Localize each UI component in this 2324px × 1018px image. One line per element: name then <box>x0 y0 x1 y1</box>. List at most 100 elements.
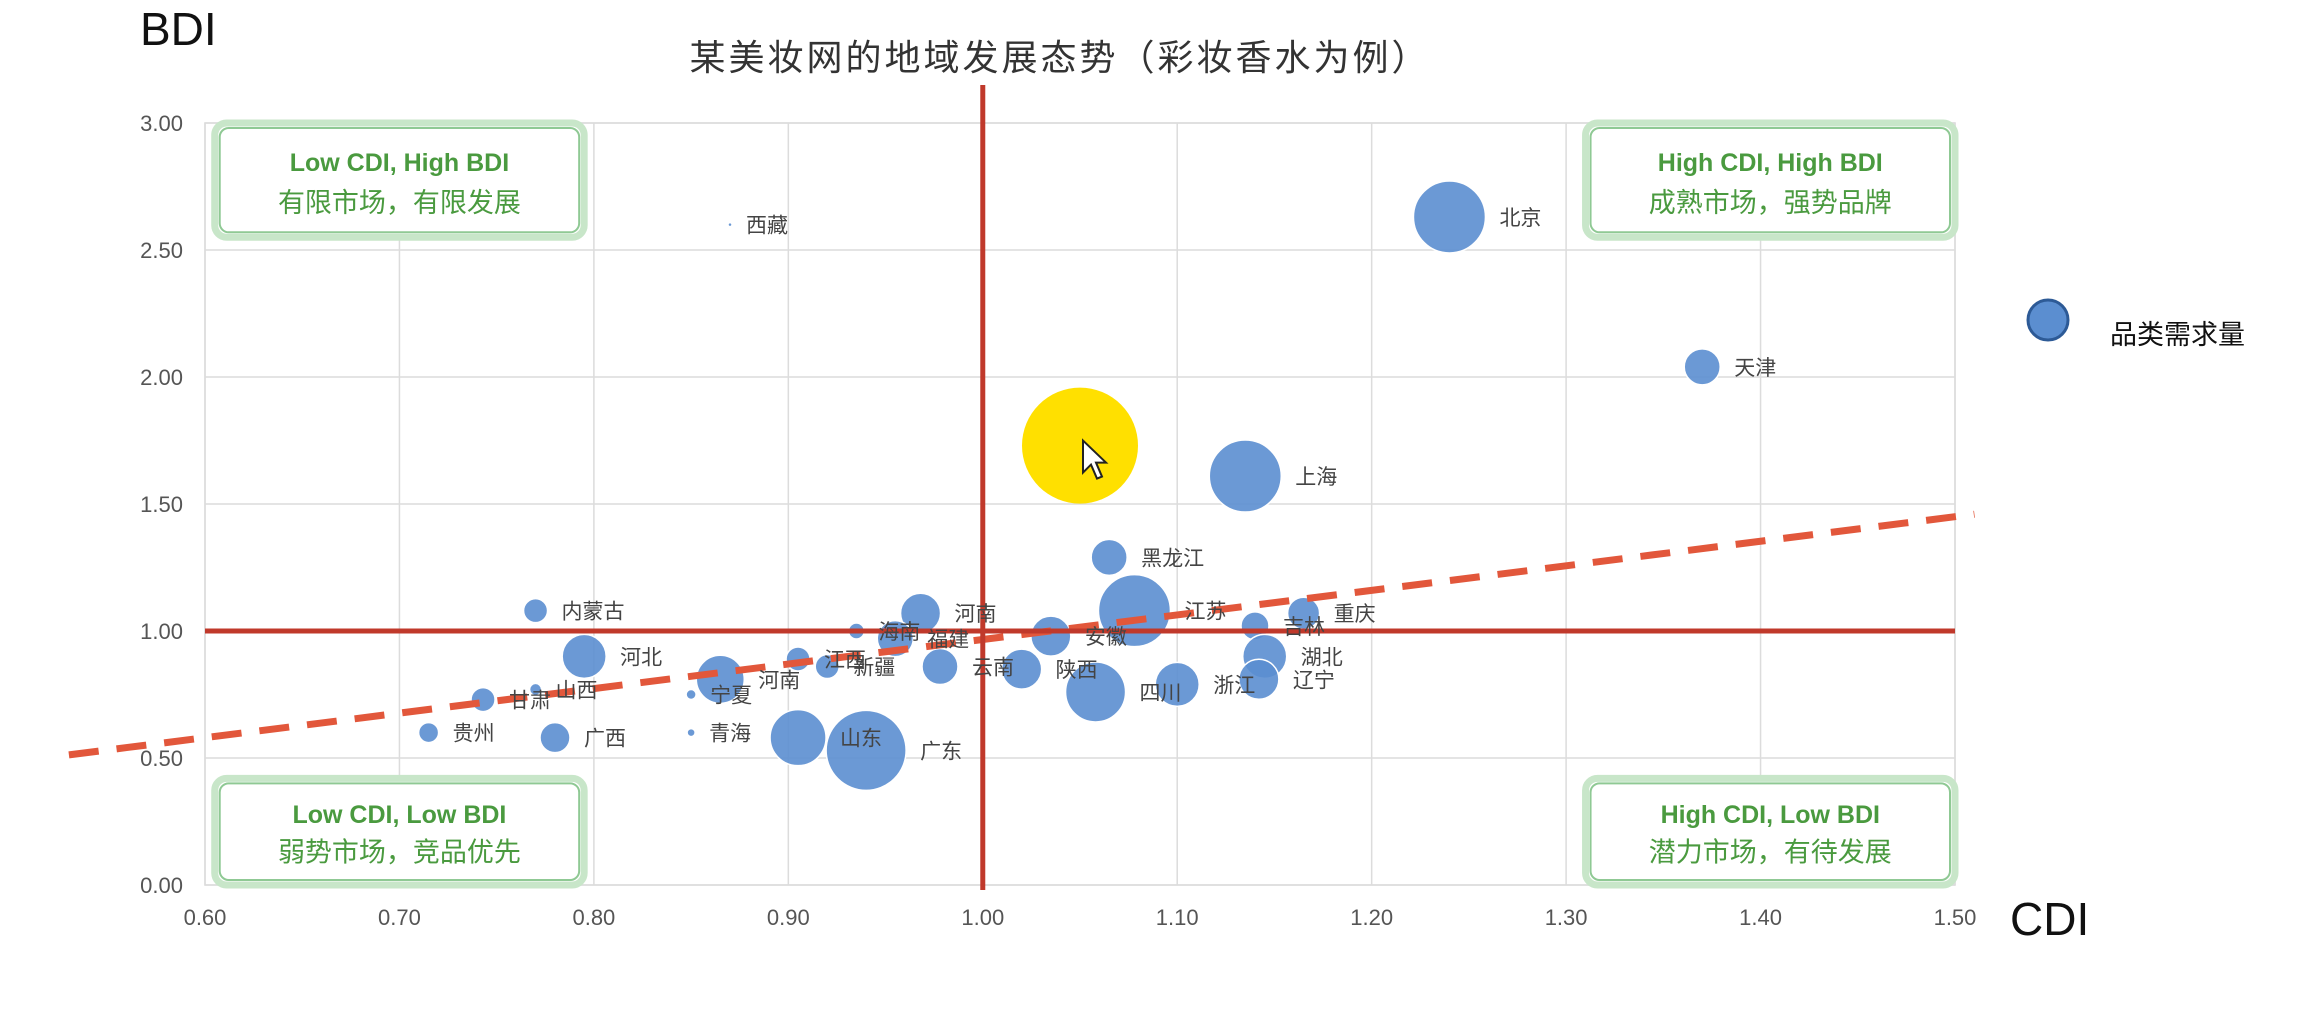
bubble-label: 黑龙江 <box>1141 546 1204 570</box>
bubble <box>685 688 697 701</box>
x-tick-label: 0.80 <box>572 905 615 930</box>
bubble <box>561 633 607 680</box>
quadrant-subtitle: 弱势市场，竞品优先 <box>278 838 521 869</box>
bubble <box>528 682 543 697</box>
x-tick-label: 1.20 <box>1350 905 1393 930</box>
bubble <box>1238 658 1280 701</box>
bubble <box>1412 180 1487 254</box>
bubble-label: 山西 <box>556 678 598 702</box>
quadrant-subtitle: 成熟市场，强势品牌 <box>1649 188 1892 219</box>
trend-line <box>68 510 1975 759</box>
bubble-label: 河北 <box>620 645 662 669</box>
chart-title: 某美妆网的地域发展态势（彩妆香水为例） <box>689 38 1430 79</box>
bubble-label: 辽宁 <box>1293 668 1335 692</box>
x-tick-label: 1.00 <box>961 905 1004 930</box>
x-axis-label: CDI <box>2010 893 2089 945</box>
bubble-label: 上海 <box>1295 465 1337 489</box>
y-tick-label: 1.50 <box>140 492 183 517</box>
quadrant-title: High CDI, Low BDI <box>1661 801 1880 829</box>
bubble-label: 山东 <box>840 727 882 751</box>
axis-ticks: 0.60 0.70 0.80 0.90 1.00 1.10 1.20 1.30 1.40 1.50… <box>140 111 1976 930</box>
bubble <box>921 647 959 686</box>
bubble <box>417 721 440 744</box>
quadrant-box-inner <box>1589 127 1951 234</box>
quadrant-box-inner <box>1589 782 1951 882</box>
y-tick-label: 3.00 <box>140 111 183 136</box>
quadrant-boxes: Low CDI, High BDI 有限市场，有限发展 High CDI, High… <box>211 119 1959 889</box>
quadrant-title: Low CDI, Low BDI <box>293 801 507 829</box>
bubble <box>1064 661 1127 723</box>
y-tick-label: 2.00 <box>140 365 183 390</box>
bubble <box>825 709 907 792</box>
bubble-label: 广西 <box>584 727 626 751</box>
legend-marker <box>2026 298 2070 342</box>
bubble-label: 西藏 <box>746 214 788 238</box>
bubble <box>1090 538 1128 577</box>
legend-label: 品类需求量 <box>2110 320 2245 351</box>
bubble-label: 内蒙古 <box>562 600 625 624</box>
x-tick-label: 0.90 <box>767 905 810 930</box>
bubble-label: 江苏 <box>1184 600 1226 624</box>
bubble-label: 贵州 <box>453 722 495 746</box>
quadrant-title: High CDI, High BDI <box>1658 149 1883 177</box>
bubble-label: 河南 <box>955 602 997 626</box>
bubble <box>686 727 696 738</box>
bubble-label: 江西 <box>824 648 866 672</box>
bubble-label: 吉林 <box>1283 615 1325 639</box>
quadrant-box: Low CDI, High BDI 有限市场，有限发展 <box>211 119 588 241</box>
bubble <box>769 708 827 767</box>
bubble-label: 安徽 <box>1085 625 1127 649</box>
y-tick-label: 0.50 <box>140 746 183 771</box>
reference-lines <box>68 85 1975 890</box>
quadrant-subtitle: 有限市场，有限发展 <box>278 188 521 219</box>
y-axis-label: BDI <box>140 3 217 55</box>
bubble-label: 湖北 <box>1301 645 1343 669</box>
quadrant-box-inner <box>218 127 581 234</box>
bubble <box>727 221 733 228</box>
mouse-pointer-icon <box>1082 438 1109 480</box>
bubble-label: 新疆 <box>853 656 895 680</box>
bubble-label: 陕西 <box>1056 658 1098 682</box>
bubble <box>539 721 571 754</box>
quadrant-box-inner <box>218 782 581 882</box>
cursor-highlight <box>1022 387 1138 504</box>
bubble <box>522 597 549 624</box>
chart-grid <box>204 122 1956 886</box>
bubble <box>695 654 746 705</box>
bubble-label: 四川 <box>1140 681 1182 705</box>
x-tick-label: 1.50 <box>1934 905 1977 930</box>
x-tick-label: 1.30 <box>1545 905 1588 930</box>
bubble-label: 宁夏 <box>710 684 752 708</box>
bubble-label: 广东 <box>920 739 962 763</box>
quadrant-title: Low CDI, High BDI <box>290 149 509 177</box>
bubble-label: 甘肃 <box>509 689 551 713</box>
bubble-label: 海南 <box>878 620 920 644</box>
quadrant-box: High CDI, Low BDI 潜力市场，有待发展 <box>1582 774 1959 889</box>
bubble-label: 天津 <box>1734 356 1776 380</box>
bubble-label: 河南 <box>758 668 800 692</box>
x-tick-label: 1.40 <box>1739 905 1782 930</box>
bubble-label: 云南 <box>972 656 1014 680</box>
quadrant-box: High CDI, High BDI 成熟市场，强势品牌 <box>1582 119 1959 241</box>
bubble <box>1208 439 1283 513</box>
quadrant-subtitle: 潜力市场，有待发展 <box>1649 838 1892 869</box>
y-tick-label: 0.00 <box>140 873 183 898</box>
bubble-label: 福建 <box>927 628 969 652</box>
bubble-label: 北京 <box>1499 206 1541 230</box>
bubble <box>470 686 496 713</box>
bubble-label: 重庆 <box>1334 602 1376 626</box>
bubble <box>1683 348 1721 386</box>
x-tick-label: 0.70 <box>378 905 421 930</box>
bubble-label: 青海 <box>709 722 751 746</box>
bubble-label: 浙江 <box>1213 673 1255 697</box>
y-tick-label: 1.00 <box>140 619 183 644</box>
cursor <box>1022 387 1138 504</box>
y-tick-label: 2.50 <box>140 238 183 263</box>
x-tick-label: 0.60 <box>184 905 227 930</box>
quadrant-box: Low CDI, Low BDI 弱势市场，竞品优先 <box>211 774 588 889</box>
legend: 品类需求量 <box>2026 298 2245 351</box>
bubble <box>1154 661 1200 708</box>
bubble <box>1000 648 1043 690</box>
